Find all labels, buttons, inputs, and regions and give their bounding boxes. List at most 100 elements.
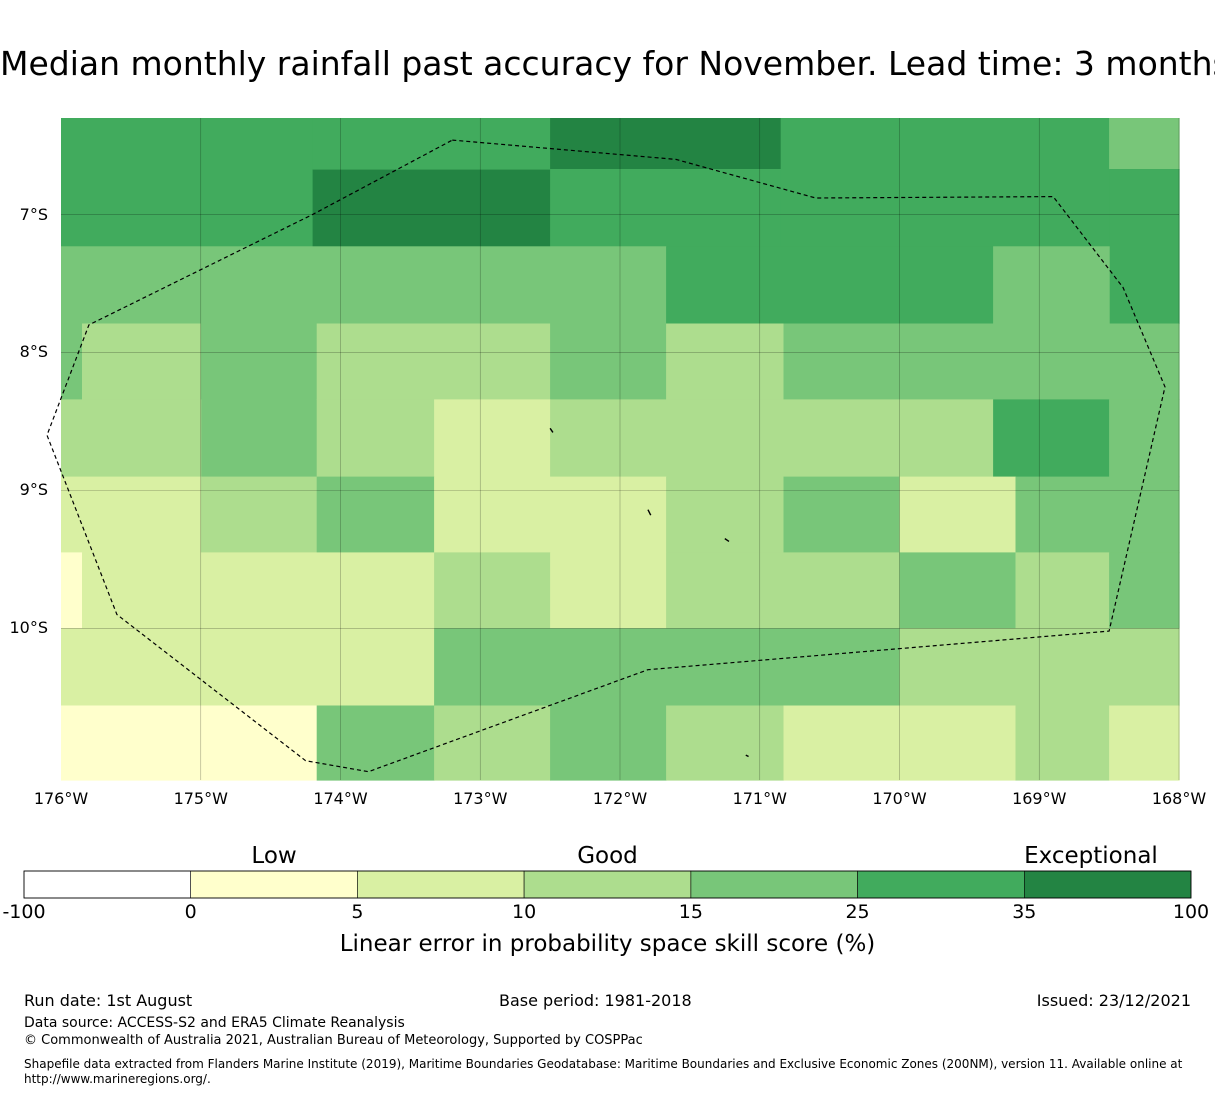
skill-cell xyxy=(1109,118,1180,170)
skill-cell xyxy=(312,169,551,247)
colorbar-tick: 100 xyxy=(1172,901,1210,923)
longitude-label: 172°W xyxy=(592,789,648,808)
colorbar-segment xyxy=(857,870,1025,899)
run-date: Run date: 1st August xyxy=(24,991,193,1010)
map-title: Median monthly rainfall past accuracy fo… xyxy=(0,44,1215,83)
longitude-label: 169°W xyxy=(1012,789,1067,808)
skill-cell xyxy=(316,399,435,478)
colorbar-segment xyxy=(190,870,358,899)
skill-cell xyxy=(666,552,901,629)
skill-cell xyxy=(434,552,551,629)
longitude-label: 176°W xyxy=(33,789,89,808)
skill-cell xyxy=(899,628,1180,707)
colorbar-category: Good xyxy=(577,843,638,869)
longitude-label: 175°W xyxy=(173,789,228,808)
skill-cell xyxy=(1109,705,1180,781)
island-coastline xyxy=(745,754,749,758)
data-source: Data source: ACCESS-S2 and ERA5 Climate … xyxy=(24,1015,405,1031)
skill-cell xyxy=(82,323,202,400)
longitude-label: 168°W xyxy=(1151,789,1207,808)
skill-cell xyxy=(1015,705,1110,781)
skill-cell xyxy=(434,705,551,781)
skill-cell xyxy=(899,476,1017,554)
skill-cell xyxy=(316,476,435,554)
island-coastline xyxy=(647,509,652,516)
colorbar-label: Linear error in probability space skill … xyxy=(339,931,876,957)
latitude-label: 9°S xyxy=(19,480,48,500)
map-overlays xyxy=(46,139,1166,773)
skill-cell xyxy=(61,705,318,781)
colorbar-tick: 10 xyxy=(512,901,537,923)
skill-cell xyxy=(200,476,318,554)
eez-boundary xyxy=(46,139,1166,773)
skill-cell xyxy=(783,476,901,554)
skill-cell xyxy=(783,705,1017,781)
skill-cell xyxy=(61,552,83,629)
skill-cell xyxy=(61,118,314,247)
latitude-label: 7°S xyxy=(19,204,48,224)
skill-cell xyxy=(434,476,667,554)
colorbar-tick: 0 xyxy=(184,901,197,923)
skill-cell xyxy=(993,246,1110,325)
skill-cell xyxy=(1109,169,1180,325)
colorbar xyxy=(23,870,1192,899)
skill-cell xyxy=(666,246,994,325)
colorbar-tick: -100 xyxy=(2,901,46,923)
skill-cell xyxy=(1015,552,1110,629)
skill-cell xyxy=(61,246,667,325)
longitude-label: 173°W xyxy=(453,789,508,808)
skill-cell xyxy=(312,118,551,170)
skill-cell xyxy=(434,628,901,707)
skill-cell xyxy=(434,399,551,478)
colorbar-segment xyxy=(357,870,525,899)
latitude-label: 8°S xyxy=(19,342,48,362)
skill-cell xyxy=(550,323,667,400)
shapefile-credit: Shapefile data extracted from Flanders M… xyxy=(24,1057,1183,1086)
skill-cell xyxy=(82,552,435,629)
skill-cell xyxy=(550,399,994,478)
skill-cell xyxy=(666,705,785,781)
skill-cell xyxy=(61,628,435,707)
graticule xyxy=(61,118,1180,780)
latitude-label: 10°S xyxy=(9,618,48,638)
skill-cell xyxy=(550,552,667,629)
skill-cell xyxy=(200,323,318,478)
skill-cell xyxy=(550,118,782,170)
base-period: Base period: 1981-2018 xyxy=(499,991,692,1010)
skill-cell xyxy=(61,323,83,400)
skill-cell xyxy=(666,476,785,554)
skill-cell xyxy=(61,476,202,554)
skill-cell xyxy=(550,169,782,247)
longitude-label: 170°W xyxy=(872,789,927,808)
skill-cell xyxy=(666,323,785,400)
colorbar-category: Exceptional xyxy=(1024,843,1158,869)
skill-cell xyxy=(899,552,1017,629)
colorbar-category: Low xyxy=(251,843,297,869)
skill-cell xyxy=(316,705,435,781)
skill-cell xyxy=(783,323,1180,400)
skill-cell xyxy=(1015,476,1180,554)
island-coastline xyxy=(724,538,730,542)
copyright: © Commonwealth of Australia 2021, Austra… xyxy=(24,1033,643,1048)
skill-cell xyxy=(1109,552,1180,629)
colorbar-frame xyxy=(23,870,1192,899)
longitude-label: 174°W xyxy=(313,789,368,808)
issued-date: Issued: 23/12/2021 xyxy=(1036,991,1191,1010)
longitude-label: 171°W xyxy=(732,789,787,808)
skill-cell xyxy=(316,323,551,400)
skill-cell xyxy=(993,399,1110,478)
skill-cell xyxy=(550,705,667,781)
colorbar-segment xyxy=(23,870,191,899)
colorbar-segment xyxy=(1024,870,1192,899)
colorbar-tick: 5 xyxy=(351,901,364,923)
skill-cell xyxy=(61,399,202,478)
skill-cell xyxy=(1109,399,1180,478)
skill-grid xyxy=(61,118,1180,781)
colorbar-segment xyxy=(523,870,692,899)
colorbar-tick: 35 xyxy=(1012,901,1037,923)
colorbar-segment xyxy=(690,870,858,899)
colorbar-tick: 25 xyxy=(845,901,870,923)
island-coastline xyxy=(549,427,554,433)
colorbar-tick: 15 xyxy=(678,901,703,923)
